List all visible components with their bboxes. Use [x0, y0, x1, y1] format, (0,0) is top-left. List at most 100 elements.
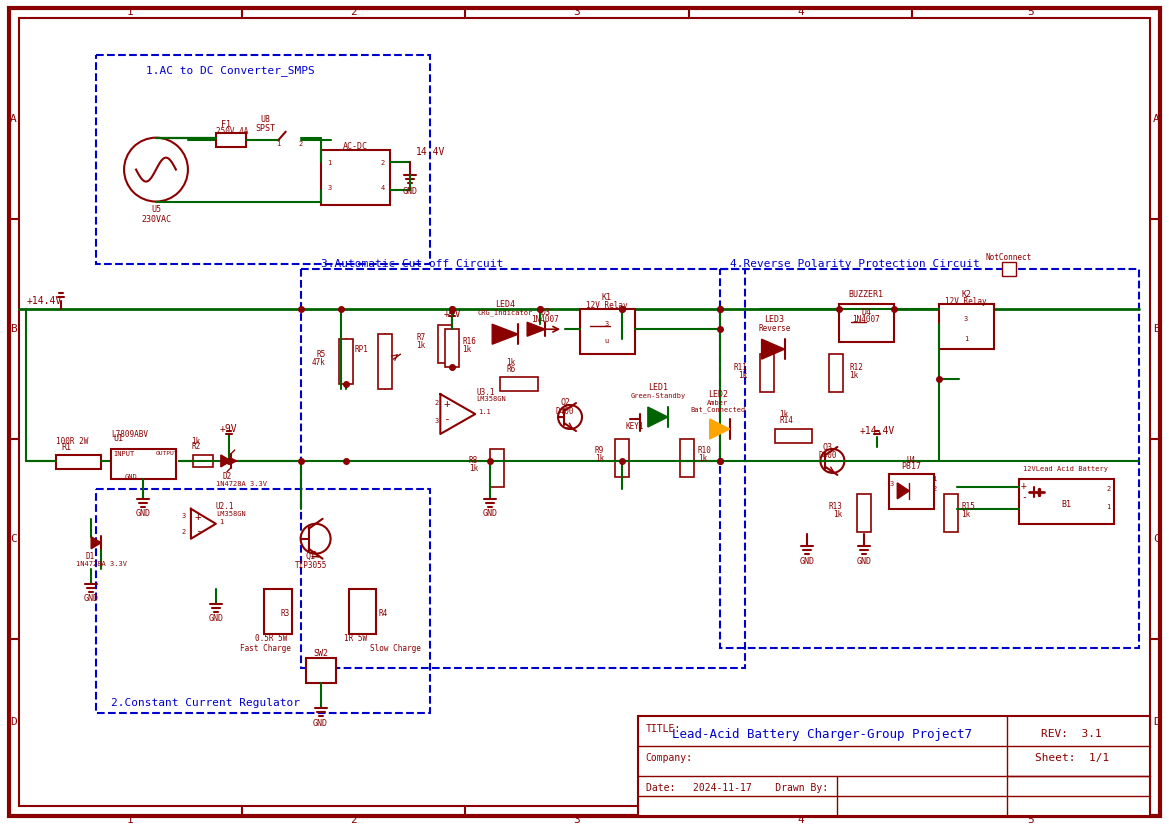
Text: 230VAC: 230VAC: [141, 215, 171, 224]
Text: 1N4007: 1N4007: [852, 315, 880, 324]
Text: U8: U8: [261, 115, 271, 124]
Text: R12: R12: [850, 363, 863, 372]
Text: 5: 5: [1028, 7, 1035, 17]
Text: GND: GND: [857, 558, 872, 566]
Text: 1: 1: [964, 336, 968, 342]
Text: 1k: 1k: [506, 358, 516, 367]
Text: D: D: [11, 717, 16, 728]
Text: F1: F1: [221, 121, 230, 129]
Text: D3: D3: [540, 308, 551, 317]
Text: L7809ABV: L7809ABV: [111, 430, 148, 439]
Text: LM358GN: LM358GN: [216, 510, 245, 517]
Polygon shape: [761, 339, 784, 359]
Text: Reverse: Reverse: [759, 324, 790, 333]
Text: D400: D400: [555, 406, 574, 415]
Text: 1N4728A 3.3V: 1N4728A 3.3V: [216, 481, 267, 487]
Text: 2: 2: [434, 400, 438, 406]
Text: 1k: 1k: [595, 454, 604, 463]
Text: 250V 4A: 250V 4A: [216, 127, 248, 136]
Polygon shape: [492, 325, 518, 344]
Text: 12V Relay: 12V Relay: [586, 301, 628, 310]
Text: Lead-Acid Battery Charger-Group Project7: Lead-Acid Battery Charger-Group Project7: [672, 728, 973, 741]
Bar: [96, 55, 430, 264]
Text: Q1: Q1: [305, 553, 316, 561]
Bar: [760, 354, 774, 392]
Text: 47k: 47k: [312, 358, 326, 367]
Text: A: A: [11, 114, 16, 124]
Bar: [193, 455, 213, 467]
Text: 5: 5: [1028, 815, 1035, 825]
Text: U4: U4: [907, 457, 915, 465]
Text: U3.1: U3.1: [476, 387, 494, 396]
Circle shape: [558, 405, 582, 429]
Text: GND: GND: [313, 719, 328, 728]
Polygon shape: [898, 483, 909, 499]
Text: 1.1: 1.1: [478, 409, 491, 415]
Text: R8: R8: [469, 457, 478, 465]
Bar: [300, 269, 745, 668]
Text: U5: U5: [151, 205, 161, 214]
Text: Fast Charge: Fast Charge: [240, 644, 291, 653]
Text: R4: R4: [379, 609, 388, 618]
Text: 3: 3: [574, 815, 580, 825]
Text: Q2: Q2: [560, 397, 570, 406]
Bar: [264, 589, 292, 634]
Text: A: A: [1154, 114, 1160, 124]
Text: 3: 3: [327, 184, 332, 191]
Text: 1: 1: [932, 476, 936, 482]
Text: 1k: 1k: [416, 340, 426, 349]
Text: 0.5R 5W: 0.5R 5W: [255, 634, 286, 643]
Text: 1: 1: [277, 140, 281, 147]
Text: +14.4V: +14.4V: [26, 297, 62, 306]
Text: GND: GND: [136, 510, 151, 518]
Text: GND: GND: [483, 510, 498, 518]
Text: 1: 1: [127, 7, 134, 17]
Text: GND: GND: [84, 594, 98, 603]
Text: Amber: Amber: [707, 400, 728, 406]
Circle shape: [300, 524, 331, 553]
Text: D: D: [1154, 717, 1160, 728]
Bar: [890, 474, 934, 509]
Text: 1k: 1k: [462, 344, 471, 354]
Text: Sheet:  1/1: Sheet: 1/1: [1035, 753, 1109, 763]
Bar: [111, 449, 177, 479]
Text: Green-Standby: Green-Standby: [630, 393, 685, 399]
Text: INPUT: INPUT: [113, 451, 134, 457]
Bar: [680, 439, 693, 477]
Text: 1: 1: [127, 815, 134, 825]
Text: REV:  3.1: REV: 3.1: [1042, 729, 1102, 739]
Text: 3: 3: [604, 321, 609, 327]
Text: +: +: [443, 399, 450, 409]
Bar: [720, 269, 1139, 648]
Text: 100R 2W: 100R 2W: [56, 438, 89, 447]
Bar: [1019, 479, 1114, 524]
Bar: [638, 716, 1149, 816]
Text: 2.Constant Current Regulator: 2.Constant Current Regulator: [111, 698, 300, 709]
Text: +14.4V: +14.4V: [859, 426, 895, 436]
Text: R1: R1: [61, 444, 71, 453]
Text: 1.AC to DC Converter_SMPS: 1.AC to DC Converter_SMPS: [146, 65, 314, 76]
Text: 2: 2: [932, 486, 936, 491]
Text: 1k: 1k: [192, 438, 201, 447]
Text: R11: R11: [734, 363, 748, 372]
Text: 1k: 1k: [698, 454, 707, 463]
Text: 1: 1: [1107, 504, 1111, 510]
Text: R9: R9: [595, 446, 604, 455]
Text: KEY1: KEY1: [625, 421, 644, 430]
Text: 12VLead Acid Battery: 12VLead Acid Battery: [1023, 466, 1108, 472]
Text: LED2: LED2: [707, 390, 727, 399]
Text: 4: 4: [797, 7, 804, 17]
Text: 3: 3: [890, 481, 894, 487]
Bar: [445, 330, 459, 367]
Text: AC-DC: AC-DC: [343, 142, 368, 151]
Text: BUZZER1: BUZZER1: [849, 290, 884, 299]
Text: OUTPUT: OUTPUT: [155, 452, 179, 457]
Bar: [615, 439, 629, 477]
Text: 3: 3: [574, 7, 580, 17]
Text: 1k: 1k: [469, 464, 478, 473]
Text: -: -: [195, 526, 202, 536]
Text: 2: 2: [298, 140, 303, 147]
Text: CRG_Indicator: CRG_Indicator: [478, 309, 533, 316]
Polygon shape: [91, 537, 102, 548]
Text: K2: K2: [961, 290, 971, 299]
